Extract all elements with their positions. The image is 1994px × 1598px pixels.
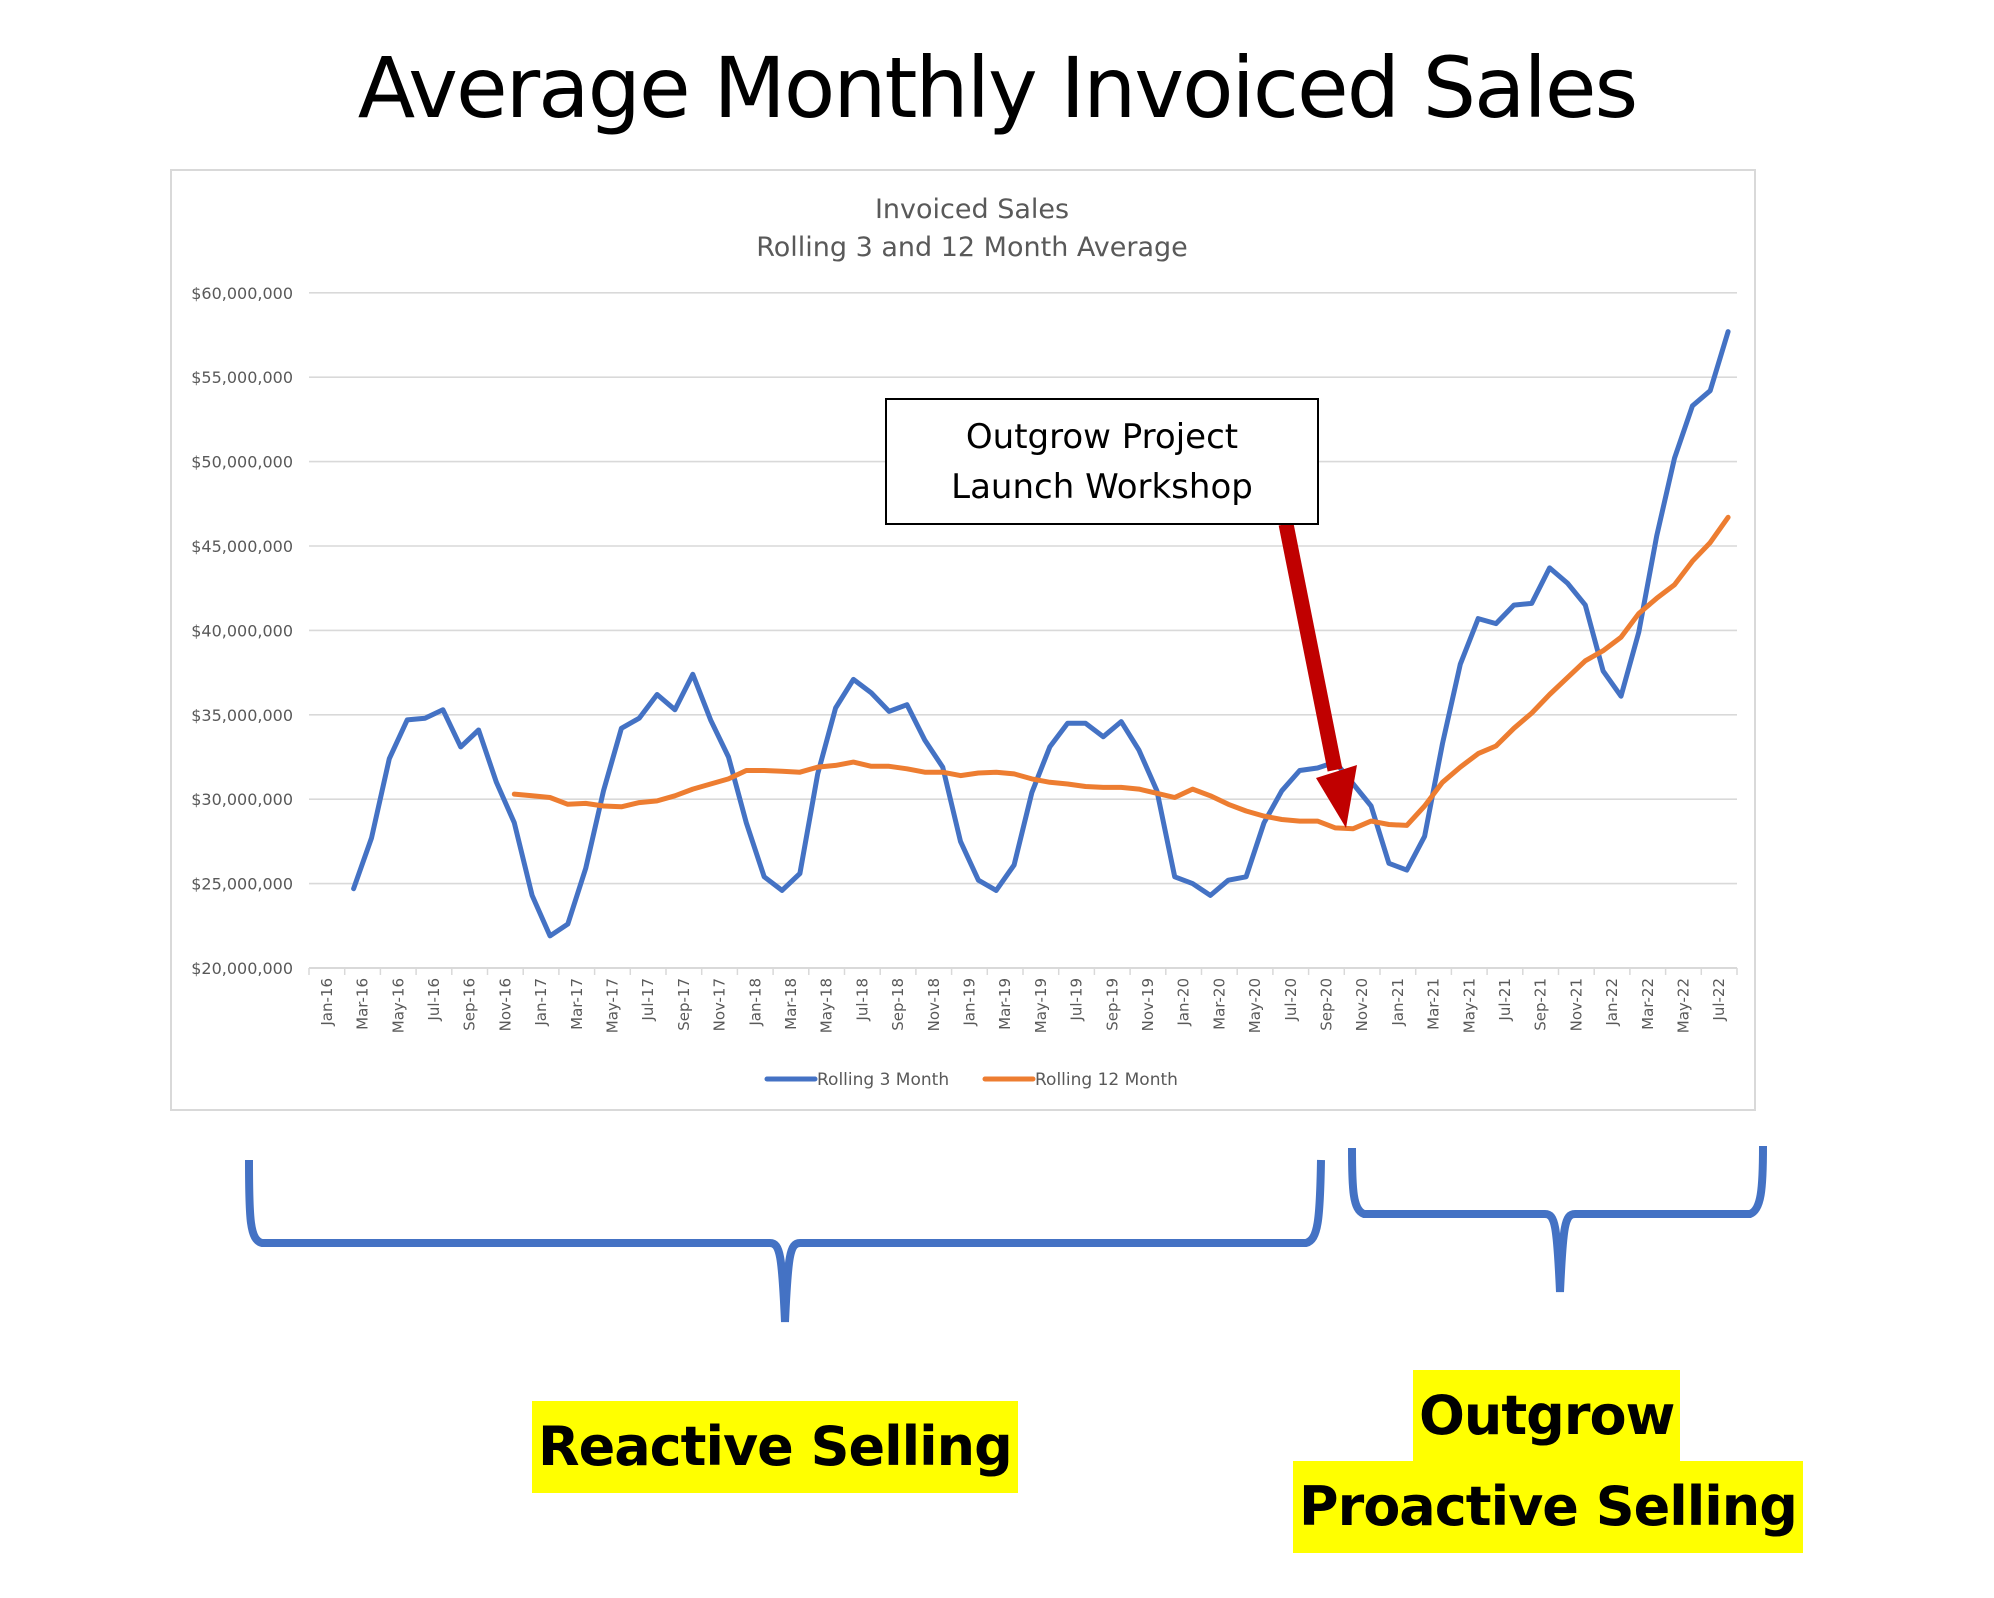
- y-tick-label: $60,000,000: [191, 284, 293, 303]
- y-tick-label: $55,000,000: [191, 368, 293, 387]
- x-tick-label: Jan-21: [1389, 978, 1407, 1027]
- x-tick-label: Sep-17: [675, 978, 693, 1031]
- arrow-icon: [1278, 522, 1357, 828]
- x-tick-label: Sep-16: [461, 978, 479, 1031]
- x-tick-label: Mar-19: [996, 978, 1014, 1030]
- x-tick-label: Jan-16: [318, 978, 336, 1027]
- y-tick-label: $30,000,000: [191, 790, 293, 809]
- y-tick-label: $40,000,000: [191, 621, 293, 640]
- y-tick-label: $20,000,000: [191, 959, 293, 978]
- rolling-12-month-line: [511, 514, 1731, 832]
- x-tick-label: Mar-21: [1425, 978, 1443, 1030]
- x-tick-label: Mar-17: [568, 978, 586, 1030]
- reactive-selling-label: Reactive Selling: [532, 1401, 1018, 1493]
- bracket-outgrow: [1348, 1145, 1767, 1293]
- x-tick-label: Sep-19: [1103, 978, 1121, 1031]
- outgrow-label: Outgrow: [1413, 1370, 1681, 1462]
- legend-label-rolling-3: Rolling 3 Month: [817, 1070, 949, 1090]
- x-tick-label: Mar-16: [354, 978, 372, 1030]
- x-tick-label: May-17: [603, 978, 621, 1033]
- x-tick-label: Jul-18: [853, 978, 871, 1022]
- x-tick-label: May-20: [1246, 978, 1264, 1033]
- x-tick-label: Mar-18: [782, 978, 800, 1030]
- y-tick-label: $45,000,000: [191, 537, 293, 556]
- x-tick-label: Jul-16: [425, 978, 443, 1022]
- proactive-selling-label: Proactive Selling: [1293, 1461, 1803, 1553]
- x-tick-label: Nov-17: [711, 978, 729, 1031]
- annotation-line-2: Launch Workshop: [951, 466, 1253, 507]
- x-tick-label: Mar-20: [1210, 978, 1228, 1030]
- x-tick-label: Nov-21: [1567, 978, 1585, 1031]
- x-tick-label: May-16: [389, 978, 407, 1033]
- chart-area: [170, 169, 1756, 1111]
- x-tick-label: Nov-20: [1353, 978, 1371, 1031]
- chart-subtitle: Rolling 3 and 12 Month Average: [756, 232, 1188, 263]
- x-tick-label: Jul-22: [1710, 978, 1728, 1022]
- y-axis: $20,000,000 $25,000,000 $30,000,000 $35,000…: [191, 284, 293, 978]
- chart-title: Invoiced Sales: [875, 194, 1069, 225]
- legend: Rolling 3 Month Rolling 12 Month: [764, 1070, 1178, 1090]
- rolling-3-month-line: [351, 329, 1731, 939]
- x-tick-label: Sep-21: [1532, 978, 1550, 1031]
- y-tick-label: $25,000,000: [191, 875, 293, 894]
- x-tick-label: Jul-21: [1496, 978, 1514, 1022]
- x-tick-label: May-21: [1460, 978, 1478, 1033]
- bracket-reactive: [245, 1159, 1325, 1323]
- x-tick-label: Sep-18: [889, 978, 907, 1031]
- x-tick-label: Jul-17: [639, 978, 657, 1022]
- x-tick-label: Sep-20: [1317, 978, 1335, 1031]
- x-tick-label: Jan-19: [960, 978, 978, 1027]
- x-tick-label: Nov-16: [496, 978, 514, 1031]
- x-tick-label: Jul-20: [1282, 978, 1300, 1022]
- annotation-line-1: Outgrow Project: [965, 416, 1239, 457]
- x-tick-label: Nov-18: [925, 978, 943, 1031]
- y-tick-label: $50,000,000: [191, 453, 293, 472]
- x-tick-label: Jan-18: [746, 978, 764, 1027]
- x-tick-label: Nov-19: [1139, 978, 1157, 1031]
- x-tick-label: Jan-17: [532, 978, 550, 1027]
- x-tick-label: May-19: [1032, 978, 1050, 1033]
- x-tick-label: Jan-22: [1603, 978, 1621, 1027]
- y-tick-label: $35,000,000: [191, 706, 293, 725]
- x-tick-label: Jul-19: [1068, 978, 1086, 1022]
- x-tick-label: May-18: [818, 978, 836, 1033]
- legend-label-rolling-12: Rolling 12 Month: [1035, 1070, 1178, 1090]
- page-title: Average Monthly Invoiced Sales: [357, 39, 1639, 137]
- x-tick-label: Jan-20: [1175, 978, 1193, 1027]
- x-tick-label: May-22: [1674, 978, 1692, 1033]
- x-axis: Jan-16 Mar-16 May-16 Jul-16 Sep-16 Nov-16 Jan-…: [308, 968, 1738, 1033]
- x-tick-label: Mar-22: [1639, 978, 1657, 1030]
- annotation-callout: Outgrow Project Launch Workshop: [885, 398, 1319, 525]
